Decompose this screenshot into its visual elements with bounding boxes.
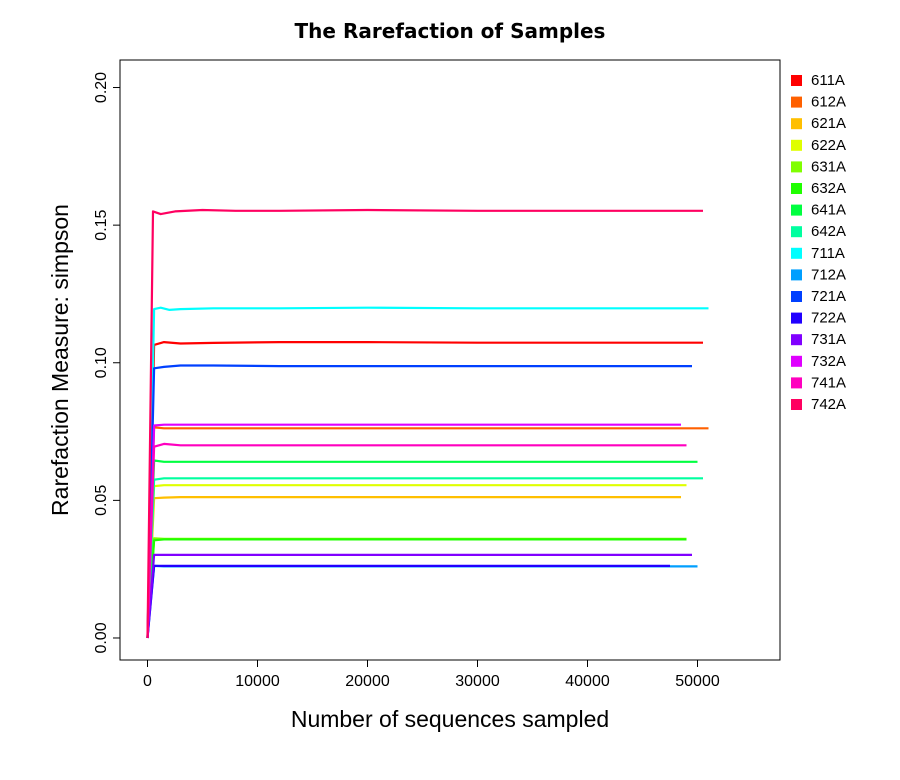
legend-swatch-731A [791, 334, 802, 346]
series-line-642A [146, 477, 703, 639]
legend-label-631A: 631A [811, 158, 846, 175]
legend-label-731A: 731A [811, 331, 846, 348]
plot-frame [119, 59, 781, 661]
chart-title: The Rarefaction of Samples [295, 19, 606, 43]
legend-label-612A: 612A [811, 94, 846, 111]
legend-swatch-741A [791, 377, 802, 389]
x-tick-label: 0 [143, 673, 152, 690]
series-line-621A [146, 496, 681, 639]
legend-swatch-732A [791, 355, 802, 367]
x-axis: 0 10000 20000 30000 40000 50000 [143, 660, 720, 690]
legend-label-622A: 622A [811, 137, 846, 154]
x-tick-label: 40000 [565, 673, 610, 690]
x-tick-label: 30000 [455, 673, 500, 690]
series-lines [146, 208, 709, 639]
series-line-732A [146, 423, 681, 639]
legend-swatch-611A [791, 75, 802, 86]
series-line-641A [146, 459, 698, 639]
y-tick-label: 0.20 [93, 72, 110, 103]
series-line-741A [146, 442, 687, 639]
series-line-721A [146, 364, 692, 639]
legend: 611A 612A 621A 622A 631A 632A 641A 642A 711A 712A… [791, 72, 846, 413]
series-line-712A [146, 564, 698, 639]
y-tick-label: 0.00 [93, 622, 110, 653]
x-tick-label: 50000 [675, 673, 720, 690]
y-tick-label: 0.15 [93, 209, 110, 240]
legend-swatch-711A [791, 247, 802, 259]
legend-label-722A: 722A [811, 310, 846, 327]
series-line-731A [146, 553, 692, 639]
legend-label-632A: 632A [811, 180, 846, 197]
legend-swatch-631A [791, 161, 802, 173]
x-tick-label: 10000 [235, 673, 280, 690]
legend-label-741A: 741A [811, 374, 846, 391]
legend-label-711A: 711A [811, 245, 845, 262]
series-line-631A [146, 537, 687, 639]
legend-label-642A: 642A [811, 223, 846, 240]
series-line-612A [146, 426, 709, 639]
legend-swatch-742A [791, 399, 802, 410]
x-axis-label: Number of sequences sampled [291, 706, 609, 732]
y-tick-label: 0.05 [93, 485, 110, 516]
series-line-611A [146, 341, 703, 639]
legend-swatch-632A [791, 183, 802, 194]
legend-swatch-612A [791, 96, 802, 108]
legend-label-621A: 621A [811, 115, 846, 132]
legend-swatch-721A [791, 291, 802, 302]
legend-label-732A: 732A [811, 353, 846, 370]
legend-label-641A: 641A [811, 202, 846, 219]
legend-swatch-712A [791, 269, 802, 281]
legend-label-742A: 742A [811, 396, 846, 413]
series-line-711A [146, 306, 709, 639]
legend-swatch-722A [791, 312, 802, 324]
x-tick-label: 20000 [345, 673, 390, 690]
y-tick-label: 0.10 [93, 347, 110, 378]
series-line-622A [146, 484, 687, 639]
legend-swatch-642A [791, 226, 802, 238]
series-line-742A [146, 208, 703, 639]
legend-label-611A: 611A [811, 72, 845, 89]
legend-swatch-641A [791, 204, 802, 216]
legend-swatch-621A [791, 118, 802, 130]
y-axis: 0.00 0.05 0.10 0.15 0.20 [93, 72, 120, 654]
series-line-722A [146, 564, 670, 639]
y-axis-label: Rarefaction Measure: simpson [47, 204, 73, 516]
legend-swatch-622A [791, 139, 802, 151]
legend-label-712A: 712A [811, 266, 846, 283]
legend-label-721A: 721A [811, 288, 846, 305]
series-line-632A [146, 538, 687, 639]
